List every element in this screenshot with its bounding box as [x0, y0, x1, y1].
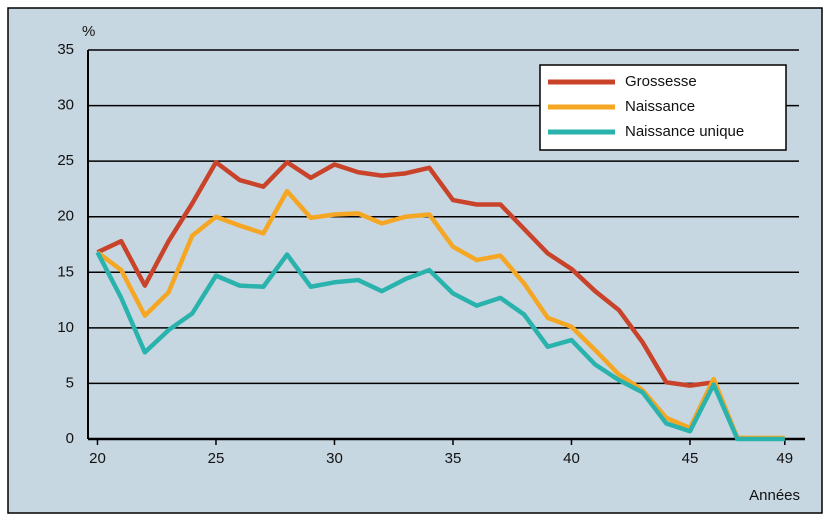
x-tick-label: 30	[326, 450, 343, 467]
x-tick-label: 40	[563, 450, 580, 467]
series-line	[95, 251, 785, 442]
series-line	[96, 160, 714, 388]
y-tick-label: 0	[66, 430, 74, 447]
x-axis-label: Années	[749, 487, 800, 504]
y-tick-label: 5	[66, 374, 74, 391]
y-tick-label: 25	[57, 152, 74, 169]
y-tick-label: 10	[57, 319, 74, 336]
x-tick-label: 49	[776, 450, 793, 467]
y-axis-label: %	[82, 23, 95, 40]
x-tick-label: 25	[208, 450, 225, 467]
x-tick-label: 45	[682, 450, 699, 467]
y-tick-label: 30	[57, 97, 74, 114]
y-tick-label: 15	[57, 263, 74, 280]
series-line	[96, 188, 785, 441]
legend-label: Grossesse	[625, 73, 697, 90]
y-tick-label: 35	[57, 41, 74, 58]
x-tick-label: 20	[89, 450, 106, 467]
legend-label: Naissance unique	[625, 123, 744, 140]
legend-label: Naissance	[625, 98, 695, 115]
y-tick-label: 20	[57, 208, 74, 225]
x-tick-label: 35	[445, 450, 462, 467]
